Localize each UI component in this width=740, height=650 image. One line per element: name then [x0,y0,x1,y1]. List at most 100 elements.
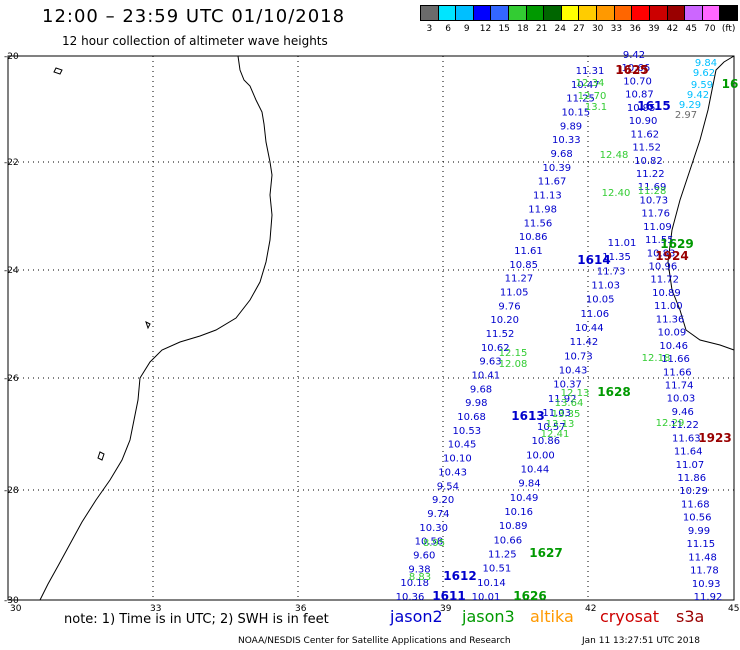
wave-height-label: 11.74 [665,380,694,391]
wave-height-label: 11.35 [602,252,631,263]
legend-label: 21 [535,24,548,34]
wave-height-label: 11.03 [542,408,571,419]
wave-height-label: 11.86 [677,473,706,484]
pass-id-label: 1924 [655,249,688,263]
legend-swatch [702,6,721,20]
wave-height-label: 11.72 [650,275,679,286]
pass-id-label: 1628 [597,385,630,399]
lon-label: 36 [295,604,307,614]
wave-height-label: 11.42 [570,337,599,348]
wave-height-label: 10.43 [559,365,588,376]
legend-swatch [473,6,492,20]
lat-label: -26 [4,374,19,384]
wave-height-label: 10.20 [490,315,519,326]
wave-height-label: 8.95 [423,538,445,549]
wave-height-label: 10.62 [481,343,510,354]
wave-height-label: 13.1 [585,102,607,113]
wave-height-label: 9.46 [672,407,694,418]
lon-label: 33 [150,604,161,614]
legend-label: 33 [610,24,623,34]
color-legend: 3 6 9 12 15 18 21 24 27 30 33 36 39 42 45 70 (ft) [420,5,738,34]
wave-height-label: 11.52 [632,143,661,154]
wave-height-label: 11.31 [576,66,605,77]
wave-height-label: 9.38 [408,564,430,575]
pass-id-label: 1629 [660,237,693,251]
wave-height-label: 11.06 [580,309,609,320]
pass-id-label: 1625 [615,63,648,77]
pass-id-label: 1626 [513,589,546,603]
legend-label: 42 [666,24,679,34]
wave-height-label: 9.84 [695,58,717,69]
lon-label: 42 [585,604,596,614]
legend-swatch [632,6,650,20]
wave-height-label: 9.60 [413,550,435,561]
lon-label: 39 [440,604,452,614]
wave-height-label: 9.54 [437,481,459,492]
wave-height-label: 11.61 [514,246,543,257]
wave-height-label: 10.83 [647,248,676,259]
wave-height-label: 10.15 [561,108,590,119]
wave-height-label: 12.34 [576,78,605,89]
wave-height-label: 11.68 [681,499,710,510]
credit-line: NOAA/NESDIS Center for Satellite Applica… [238,636,511,646]
wave-height-label: 10.86 [532,436,561,447]
legend-label: 36 [629,24,641,34]
wave-height-label: 10.87 [625,90,654,101]
wave-height-label: 10.36 [396,592,425,603]
legend-jason2: jason2 [390,607,443,626]
map-frame [7,55,735,601]
coastline-madagascar [667,55,735,351]
coastline-africa [39,55,273,601]
wave-height-label: 9.74 [427,509,449,520]
legend-s3a: s3a [676,607,705,626]
wave-height-label: 13.64 [555,398,584,409]
legend-label: 45 [685,24,697,34]
wave-height-label: 9.84 [518,479,540,490]
wave-height-label: 9.68 [470,384,492,395]
wave-height-label: 10.57 [537,422,566,433]
wave-height-label: 9.89 [560,121,582,132]
wave-height-label: 11.03 [591,280,620,291]
island [145,321,151,330]
wave-height-label: 11.00 [654,301,683,312]
wave-height-label: 9.68 [550,149,572,160]
wave-height-label: 11.92 [694,592,723,603]
lat-label: -20 [4,52,19,62]
wave-height-label: 11.92 [548,394,577,405]
wave-height-label: 8.83 [409,572,431,583]
legend-label: 24 [554,24,566,34]
wave-height-label: 9.76 [498,301,520,312]
wave-height-label: 10.95 [627,103,656,114]
wave-height-label: 11.67 [538,177,567,188]
wave-height-label: 10.49 [510,493,539,504]
wave-height-label: 10.51 [483,564,512,575]
wave-height-label: 9.29 [679,100,701,111]
wave-height-label: 10.41 [471,371,500,382]
legend-swatch [649,6,668,20]
wave-height-label: 10.66 [493,535,522,546]
legend-swatches [420,5,738,21]
wave-height-label: 10.39 [543,163,572,174]
wave-height-label: 9.42 [623,50,645,61]
wave-height-label: 11.76 [641,209,670,220]
wave-height-label: 9.42 [687,90,709,101]
wave-height-label: 10.85 [509,260,538,271]
wave-height-label: 10.96 [649,262,678,273]
lon-label: 30 [10,604,22,614]
wave-height-label: 11.98 [528,204,557,215]
legend-cryosat: cryosat [600,607,660,626]
wave-height-label: 10.68 [457,412,486,423]
wave-height-label: 10.70 [623,76,652,87]
wave-height-label: 10.00 [526,450,555,461]
wave-height-label: 11.09 [643,222,672,233]
lat-label: -30 [4,596,19,606]
wave-height-label: 10.47 [571,80,600,91]
wave-height-label: 11.25 [488,550,517,561]
wave-height-label: 12.08 [499,359,528,370]
wave-height-label: 10.03 [667,394,696,405]
wave-height-label: 11.64 [674,447,703,458]
wave-height-label: 10.66 [621,63,650,74]
wave-height-label: 11.62 [631,129,660,140]
wave-height-label: 12.29 [656,418,685,429]
